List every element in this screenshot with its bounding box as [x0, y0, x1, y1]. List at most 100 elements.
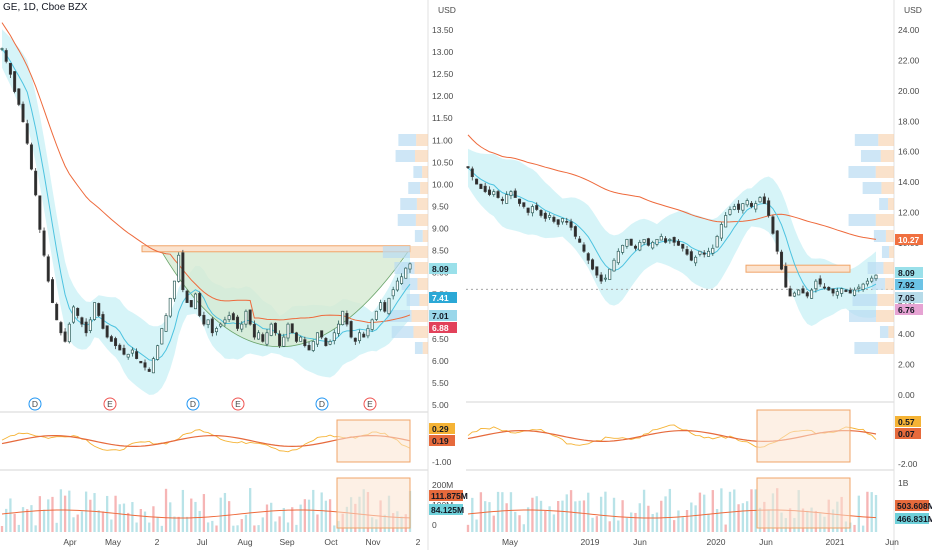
- p1-y-tick-label: 11.00: [432, 135, 453, 145]
- p2-candle-body: [633, 245, 638, 249]
- p1-candle-body: [126, 353, 130, 358]
- p2-candle-body: [861, 283, 865, 290]
- p1-y-tick-label: 9.00: [432, 224, 449, 234]
- p2-volume-profile-bar: [888, 198, 894, 210]
- p1-candle-body: [332, 332, 336, 341]
- p1-candle-body: [315, 332, 319, 345]
- p2-x-tick-label: 2020: [707, 537, 726, 547]
- p2-candle-body: [616, 250, 620, 264]
- p1-volume-profile-bar: [413, 166, 423, 178]
- p2-volume-highlight-box: [756, 477, 851, 529]
- p1-volume-profile-bar: [414, 342, 423, 354]
- p2-candle-body: [706, 250, 711, 257]
- p2-candle-body: [509, 191, 513, 196]
- p2-volume-bar: [634, 512, 637, 532]
- p2-volume-bar: [651, 514, 654, 532]
- p1-volume-bar: [223, 492, 227, 532]
- p2-indicator-tag-label: 0.07: [898, 429, 915, 439]
- p2-volume-bar: [501, 492, 504, 532]
- p2-volume-bar: [488, 502, 491, 532]
- p1-volume-bar: [295, 524, 298, 532]
- event-label: D: [319, 399, 325, 409]
- p1-volume-profile-bar: [409, 246, 428, 258]
- p1-candle-body: [172, 280, 176, 300]
- p2-volume-bar: [522, 524, 526, 532]
- p2-x-tick-label: May: [502, 537, 519, 547]
- p1-volume-tick: 200M: [432, 480, 453, 490]
- p1-candle-body: [0, 48, 4, 50]
- p2-y-tick-label: 18.00: [898, 116, 920, 126]
- p1-price-tag: [429, 322, 457, 333]
- p1-volume-tick: 0: [432, 520, 437, 530]
- p2-volume-bar: [707, 513, 710, 532]
- event-label: E: [367, 399, 373, 409]
- p1-y-tick-label: 6.50: [432, 334, 449, 344]
- p2-ma-fast-line: [467, 167, 877, 293]
- p1-candle-body: [147, 368, 151, 372]
- p2-candle-body: [475, 178, 479, 185]
- p1-indicator-highlight-box: [336, 419, 411, 463]
- p2-volume-bar: [621, 500, 624, 532]
- p1-volume-bar: [164, 488, 168, 532]
- p2-volume-tag-label: 503.608M: [897, 501, 932, 511]
- p1-volume-bar: [190, 498, 193, 532]
- p2-volume-bar: [741, 503, 745, 532]
- p2-candle-body: [767, 200, 771, 216]
- p2-volume-bar: [664, 496, 667, 532]
- p2-candle-body: [569, 221, 573, 228]
- p1-candle-body: [202, 314, 206, 325]
- p2-volume-bar: [582, 500, 586, 532]
- p2-volume-bar: [604, 491, 607, 532]
- p2-volume-bar: [677, 510, 680, 532]
- p2-volume-bar: [720, 488, 723, 532]
- p2-volume-bar: [672, 520, 676, 532]
- p2-candle-body: [556, 219, 560, 225]
- p1-volume-bar: [333, 525, 336, 532]
- p1-candle-body: [88, 319, 92, 332]
- p1-volume-bar: [169, 502, 172, 532]
- p2-candle-body: [801, 288, 805, 294]
- p2-volume-bar: [617, 520, 620, 532]
- p2-candle-body: [543, 212, 547, 219]
- p1-volume-tag: [429, 490, 463, 501]
- p2-volume-bar: [544, 510, 547, 532]
- p2-volume-bar: [561, 500, 564, 532]
- p1-volume-bar: [185, 516, 189, 532]
- p1-indicator-tick: -1.00: [432, 457, 452, 467]
- p2-candle-body: [483, 185, 487, 192]
- p1-candle-body: [345, 313, 349, 325]
- p1-candle-body: [299, 336, 303, 342]
- p2-y-tick-label: 0.00: [898, 390, 915, 400]
- p1-x-tick-label: Oct: [324, 537, 338, 547]
- p2-volume-profile-bar: [879, 326, 889, 338]
- p1-volume-bar: [215, 525, 218, 532]
- p1-candle-body: [278, 333, 282, 347]
- p2-candle-body: [651, 241, 655, 249]
- p2-volume-profile-bar: [848, 214, 876, 226]
- p1-candle-body: [181, 252, 185, 291]
- p1-candle-body: [63, 331, 67, 342]
- p2-x-tick-label: 2021: [826, 537, 845, 547]
- p1-candle-body: [303, 339, 307, 347]
- p1-volume-bar: [173, 516, 176, 532]
- p1-candle-body: [374, 310, 378, 320]
- p2-volume-profile-bar: [881, 182, 894, 194]
- p1-volume-profile-bar: [419, 294, 428, 306]
- p1-volume-bar: [320, 492, 323, 532]
- p1-candle-body: [244, 310, 248, 325]
- p2-candle-body: [741, 203, 745, 211]
- p1-y-tick-label: 8.50: [432, 246, 449, 256]
- p1-volume-bar: [177, 516, 180, 532]
- p2-volume-profile-bar: [849, 310, 877, 322]
- p2-volatility-band: [468, 148, 876, 327]
- p1-ma-fast-line: [1, 48, 411, 361]
- p1-price-tag-label: 7.01: [432, 311, 449, 321]
- p2-volume-profile-bar: [873, 230, 886, 242]
- p2-volume-bar: [514, 511, 517, 532]
- p1-candle-body: [76, 307, 80, 316]
- p1-volume-highlight-box: [336, 477, 411, 529]
- p1-candle-body: [311, 341, 315, 351]
- p1-volume-bar: [143, 511, 147, 532]
